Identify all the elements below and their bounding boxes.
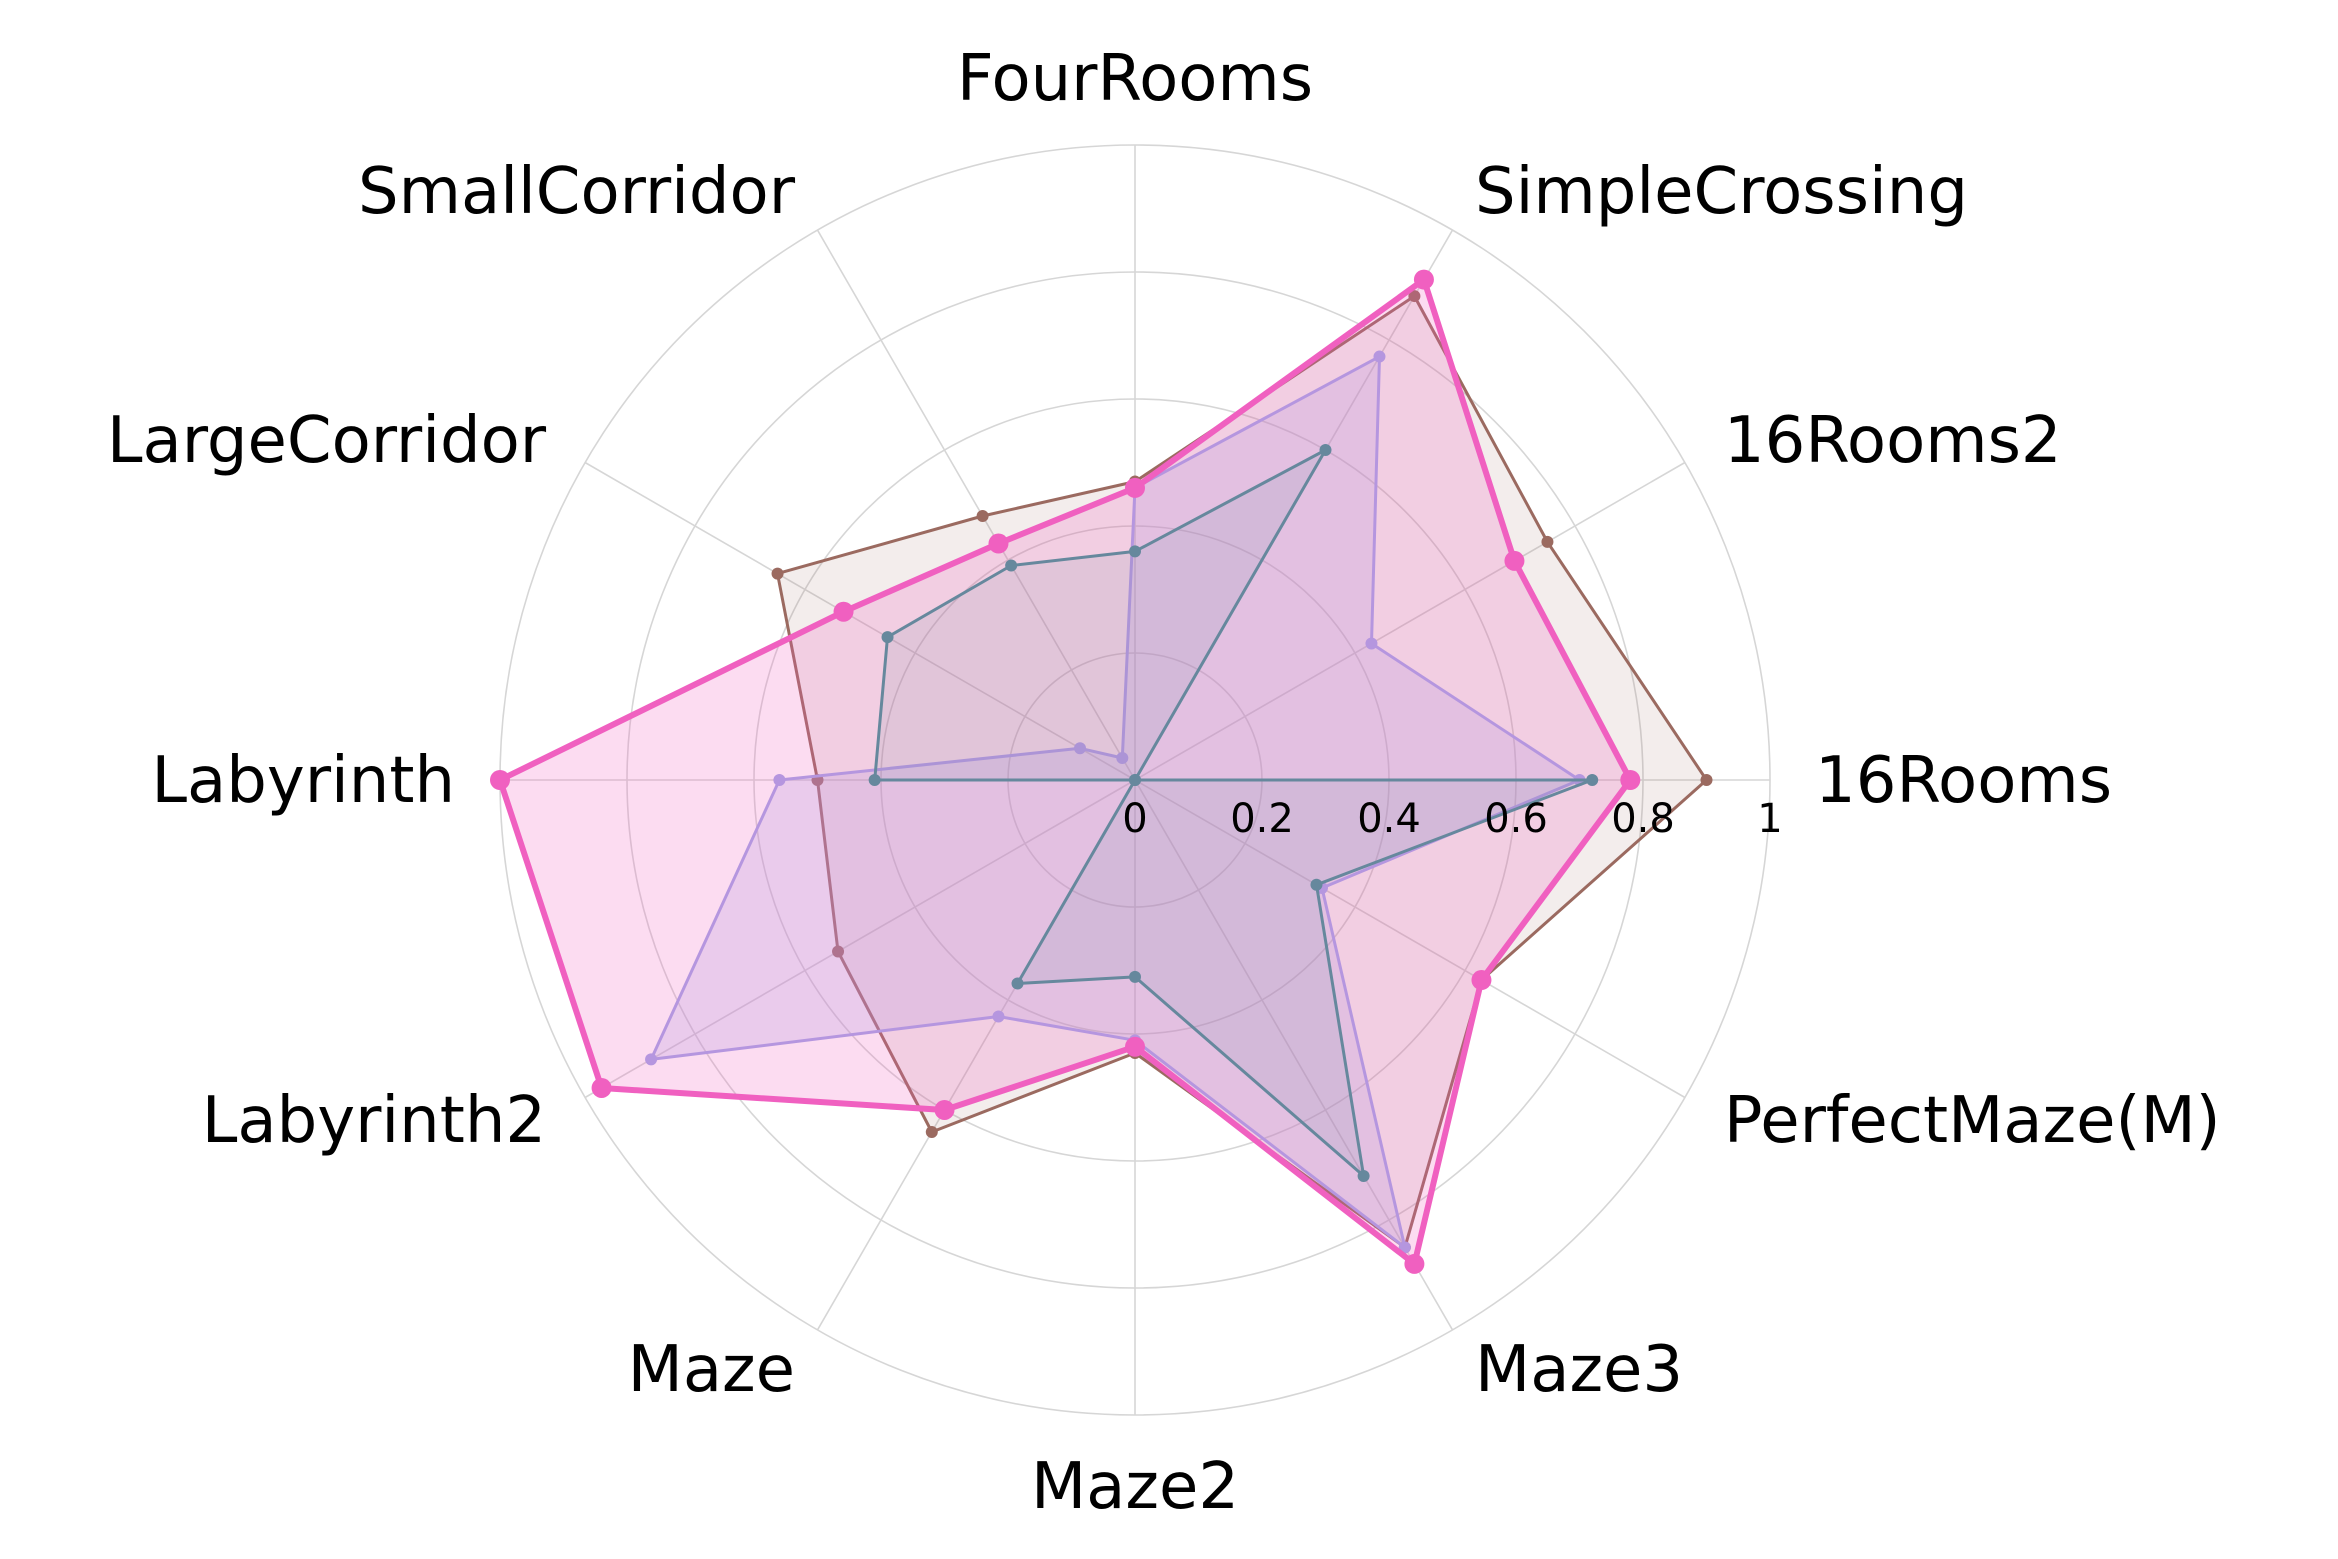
axis-label: Maze2	[1031, 1450, 1239, 1524]
axis-label: Labyrinth	[151, 744, 455, 818]
series-point	[1700, 774, 1713, 786]
axis-label: 16Rooms	[1815, 744, 2112, 818]
axis-label: FourRooms	[957, 42, 1313, 116]
series-point	[1011, 977, 1024, 990]
series-2	[645, 350, 1586, 1254]
radial-tick-label: 0	[1122, 796, 1147, 842]
axis-label: Labyrinth2	[202, 1084, 546, 1158]
axis-label: 16Rooms2	[1724, 404, 2062, 478]
series-point	[1365, 637, 1378, 650]
radial-tick-label: 0.2	[1230, 796, 1294, 842]
series-point	[1541, 535, 1554, 548]
grid-spoke	[1134, 779, 1686, 1099]
series-point	[1125, 1036, 1145, 1057]
series-point	[1586, 774, 1599, 786]
series-point	[934, 1099, 955, 1120]
series-area	[874, 450, 1593, 1176]
series-point	[1504, 550, 1525, 571]
series-point	[1319, 444, 1332, 457]
series-point	[832, 945, 845, 958]
axis-label: Maze	[628, 1333, 795, 1407]
radial-tick-label: 1	[1757, 796, 1782, 842]
axis-label: LargeCorridor	[107, 404, 547, 478]
series-point	[1125, 477, 1145, 498]
series-area	[500, 279, 1631, 1264]
radar-tick-labels: 0 0.2 0.4 0.6 0.8 1	[1122, 796, 1782, 842]
series-point	[1408, 290, 1421, 303]
radial-tick-label: 0.6	[1484, 796, 1548, 842]
radial-tick-label: 0.4	[1357, 796, 1421, 842]
series-point	[1310, 878, 1323, 891]
series-point	[1471, 970, 1492, 991]
series-point	[925, 1125, 938, 1138]
series-point	[988, 533, 1009, 554]
radar-axis-labels: 16Rooms 16Rooms2 SimpleCrossing FourRooms Sm…	[107, 42, 2221, 1524]
radial-tick-label: 0.8	[1611, 796, 1675, 842]
series-3	[868, 444, 1599, 1182]
series-area	[651, 356, 1580, 1248]
series-point	[490, 770, 510, 790]
series-point	[976, 510, 989, 523]
series-point	[1129, 970, 1141, 983]
series-area	[777, 296, 1707, 1248]
axis-label: SimpleCrossing	[1475, 155, 1968, 229]
series-point	[1129, 774, 1141, 786]
series-point	[771, 567, 784, 580]
grid-spoke	[1134, 461, 1686, 781]
axis-label: SmallCorridor	[358, 155, 796, 229]
radar-series	[490, 269, 1713, 1274]
grid-spoke	[816, 229, 1136, 781]
series-point	[1129, 545, 1141, 558]
series-point	[1005, 559, 1018, 572]
series-point	[591, 1077, 612, 1098]
axis-label: Maze3	[1475, 1333, 1683, 1407]
series-point	[1413, 269, 1434, 290]
series-point	[1373, 350, 1386, 363]
series-point	[1116, 752, 1129, 765]
series-point	[1404, 1253, 1425, 1274]
series-point	[645, 1053, 658, 1066]
series-point	[992, 1010, 1005, 1023]
series-point	[868, 774, 881, 786]
series-point	[773, 774, 786, 786]
series-4	[490, 269, 1641, 1274]
series-point	[833, 601, 854, 622]
grid-spoke	[584, 461, 1136, 781]
series-point	[1357, 1169, 1370, 1182]
series-point	[881, 631, 894, 644]
grid-spoke	[1134, 779, 1454, 1331]
series-point	[1074, 742, 1087, 755]
series-point	[1620, 770, 1641, 790]
grid-spoke	[584, 779, 1136, 1099]
axis-label: PerfectMaze(M)	[1724, 1084, 2221, 1158]
